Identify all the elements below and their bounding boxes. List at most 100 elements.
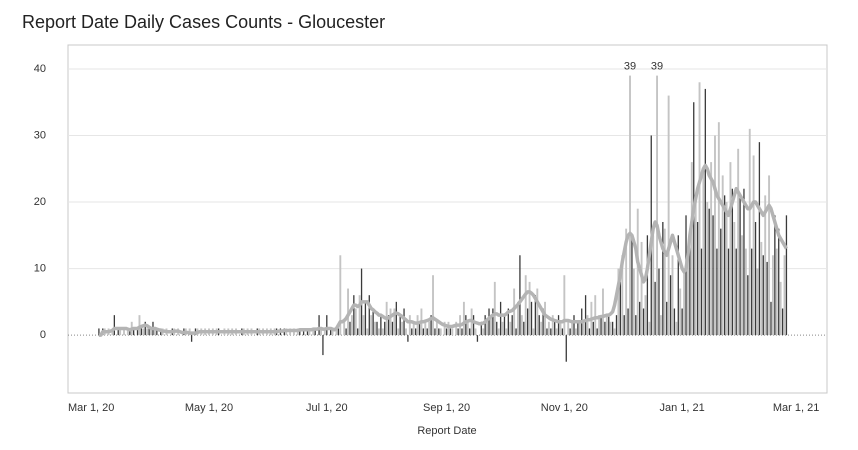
bar [571, 321, 574, 336]
bar [731, 188, 734, 336]
bar [320, 328, 322, 336]
bar [422, 328, 425, 336]
bar [387, 315, 390, 336]
bar [642, 308, 645, 336]
bar [550, 328, 552, 336]
bar [136, 328, 139, 336]
bar [465, 315, 467, 336]
bar [690, 162, 693, 336]
bar [370, 315, 373, 336]
bar [741, 235, 743, 336]
bar [600, 315, 602, 336]
bar [362, 315, 365, 336]
bar [725, 202, 728, 336]
bar [721, 175, 724, 336]
bar [578, 321, 581, 336]
bar [714, 135, 716, 336]
bar [403, 308, 405, 336]
bar [679, 288, 682, 336]
bar [113, 315, 116, 336]
bar [150, 328, 152, 336]
bar [723, 195, 726, 336]
bar [472, 315, 475, 336]
bar [658, 268, 660, 336]
bar [331, 328, 334, 336]
bar [743, 188, 745, 336]
bar [138, 315, 141, 336]
bar [547, 321, 550, 336]
bar [544, 301, 546, 336]
bar [636, 208, 639, 336]
bar [520, 315, 523, 336]
bar [519, 255, 521, 336]
bar [513, 288, 516, 336]
x-tick-label: Sep 1, 20 [423, 402, 470, 414]
bar [117, 328, 119, 336]
bar [739, 195, 741, 336]
bar [700, 248, 703, 336]
bar [129, 328, 131, 336]
bar [623, 315, 625, 336]
x-axis-title: Report Date [417, 425, 476, 437]
x-tick-label: Mar 1, 20 [68, 402, 114, 414]
bar [153, 328, 156, 336]
bar [411, 328, 413, 336]
bar [654, 281, 656, 336]
bar [648, 321, 651, 336]
bar [644, 295, 647, 336]
bar [314, 328, 316, 336]
bar [490, 315, 492, 336]
bar [555, 328, 558, 336]
bar [532, 328, 535, 336]
bar [748, 128, 751, 336]
bar [528, 281, 531, 336]
bar [775, 248, 778, 336]
bar [598, 315, 601, 336]
bar [677, 235, 679, 336]
bar [696, 221, 699, 336]
bar [635, 315, 637, 336]
bar [515, 328, 517, 336]
bar [412, 321, 415, 336]
bar [428, 321, 431, 336]
bar [546, 328, 548, 336]
y-tick-label: 0 [40, 329, 46, 341]
bar [482, 328, 485, 336]
bar [449, 328, 452, 336]
bar [339, 255, 342, 336]
bar [457, 328, 459, 336]
bar [126, 328, 129, 336]
bar [737, 148, 740, 336]
bar [119, 328, 122, 336]
bar [430, 315, 432, 336]
bar [399, 315, 401, 336]
bar [389, 308, 392, 336]
bar [343, 321, 346, 336]
bar [484, 315, 486, 336]
bar [596, 328, 598, 336]
bar [354, 308, 357, 336]
plot-frame [67, 44, 828, 394]
bar [509, 321, 512, 336]
bar [621, 255, 624, 336]
bar [330, 328, 332, 336]
bar [377, 328, 380, 336]
bar [488, 308, 490, 336]
bar [574, 328, 577, 336]
bar [414, 328, 417, 336]
bar [752, 155, 755, 336]
bar [486, 321, 489, 336]
bar [395, 301, 397, 336]
bar [781, 308, 784, 336]
bar [462, 301, 465, 336]
bar [466, 321, 469, 336]
bar [376, 321, 378, 336]
y-tick-label: 30 [34, 129, 46, 141]
bar [627, 308, 629, 336]
bar [190, 335, 193, 342]
bar [573, 315, 575, 336]
bar [770, 301, 772, 336]
bar [366, 328, 369, 336]
bar [538, 315, 540, 336]
bar [517, 301, 519, 336]
